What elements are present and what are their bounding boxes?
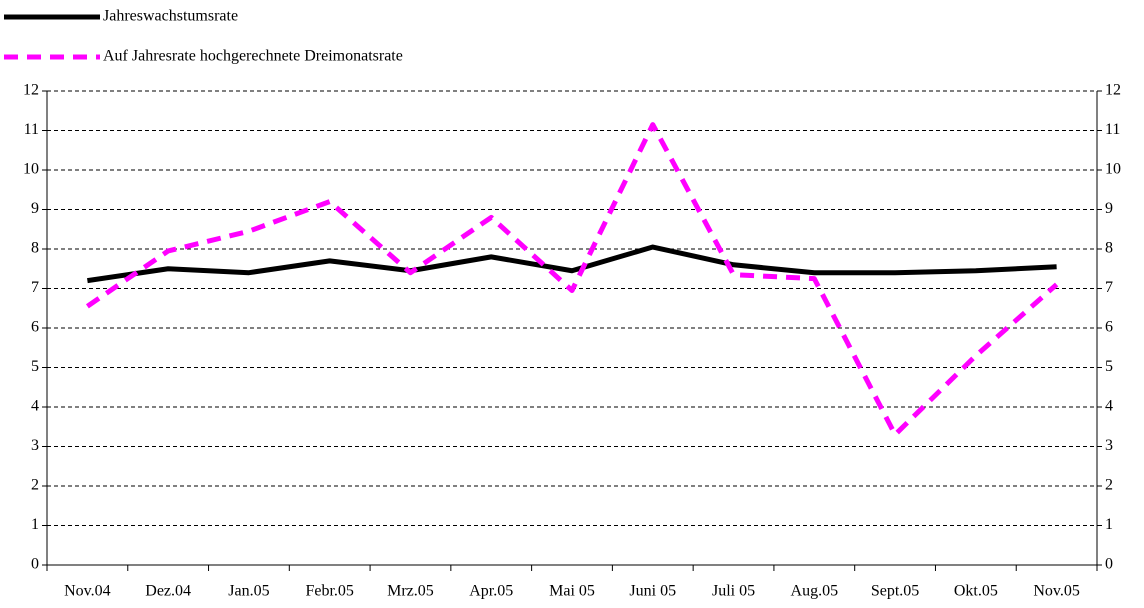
y-tick-label: 1	[31, 516, 39, 533]
y2-tick-label: 10	[1105, 161, 1121, 178]
x-tick-label: Sept.05	[871, 583, 919, 600]
x-tick-label: Jan.05	[228, 583, 269, 600]
y-tick-label: 11	[24, 121, 39, 138]
x-tick-label: Aug.05	[791, 583, 839, 600]
y2-tick-label: 4	[1105, 398, 1113, 415]
y2-tick-label: 3	[1105, 437, 1113, 454]
legend-label: Auf Jahresrate hochgerechnete Dreimonats…	[103, 48, 403, 65]
y2-tick-label: 7	[1105, 279, 1113, 296]
y2-tick-label: 11	[1105, 121, 1120, 138]
x-tick-label: Mrz.05	[387, 583, 434, 600]
y-tick-label: 4	[31, 398, 39, 415]
x-tick-label: Juni 05	[629, 583, 676, 600]
y-tick-label: 6	[31, 319, 39, 336]
x-tick-label: Dez.04	[145, 583, 191, 600]
y2-tick-label: 8	[1105, 240, 1113, 257]
y2-tick-label: 12	[1105, 82, 1121, 99]
series-line	[87, 244, 1057, 284]
legend-label: Jahreswachstumsrate	[103, 8, 238, 25]
y2-tick-label: 9	[1105, 200, 1113, 217]
y2-tick-label: 6	[1105, 319, 1113, 336]
y-tick-label: 10	[23, 161, 39, 178]
series-line	[85, 122, 1059, 438]
y-tick-label: 0	[31, 556, 39, 573]
y2-tick-label: 0	[1105, 556, 1113, 573]
y-tick-label: 3	[31, 437, 39, 454]
y-tick-label: 8	[31, 240, 39, 257]
y2-tick-label: 1	[1105, 516, 1113, 533]
x-tick-label: Okt.05	[954, 583, 998, 600]
x-tick-label: Apr.05	[469, 583, 513, 600]
y-tick-label: 9	[31, 200, 39, 217]
x-tick-label: Nov.04	[64, 583, 111, 600]
y-tick-label: 7	[31, 279, 39, 296]
x-tick-label: Nov.05	[1033, 583, 1080, 600]
x-tick-label: Febr.05	[305, 583, 353, 600]
x-tick-label: Juli 05	[712, 583, 755, 600]
x-tick-label: Mai 05	[549, 583, 595, 600]
y-tick-label: 5	[31, 358, 39, 375]
y-tick-label: 2	[31, 477, 39, 494]
y2-tick-label: 2	[1105, 477, 1113, 494]
y-tick-label: 12	[23, 82, 39, 99]
y2-tick-label: 5	[1105, 358, 1113, 375]
